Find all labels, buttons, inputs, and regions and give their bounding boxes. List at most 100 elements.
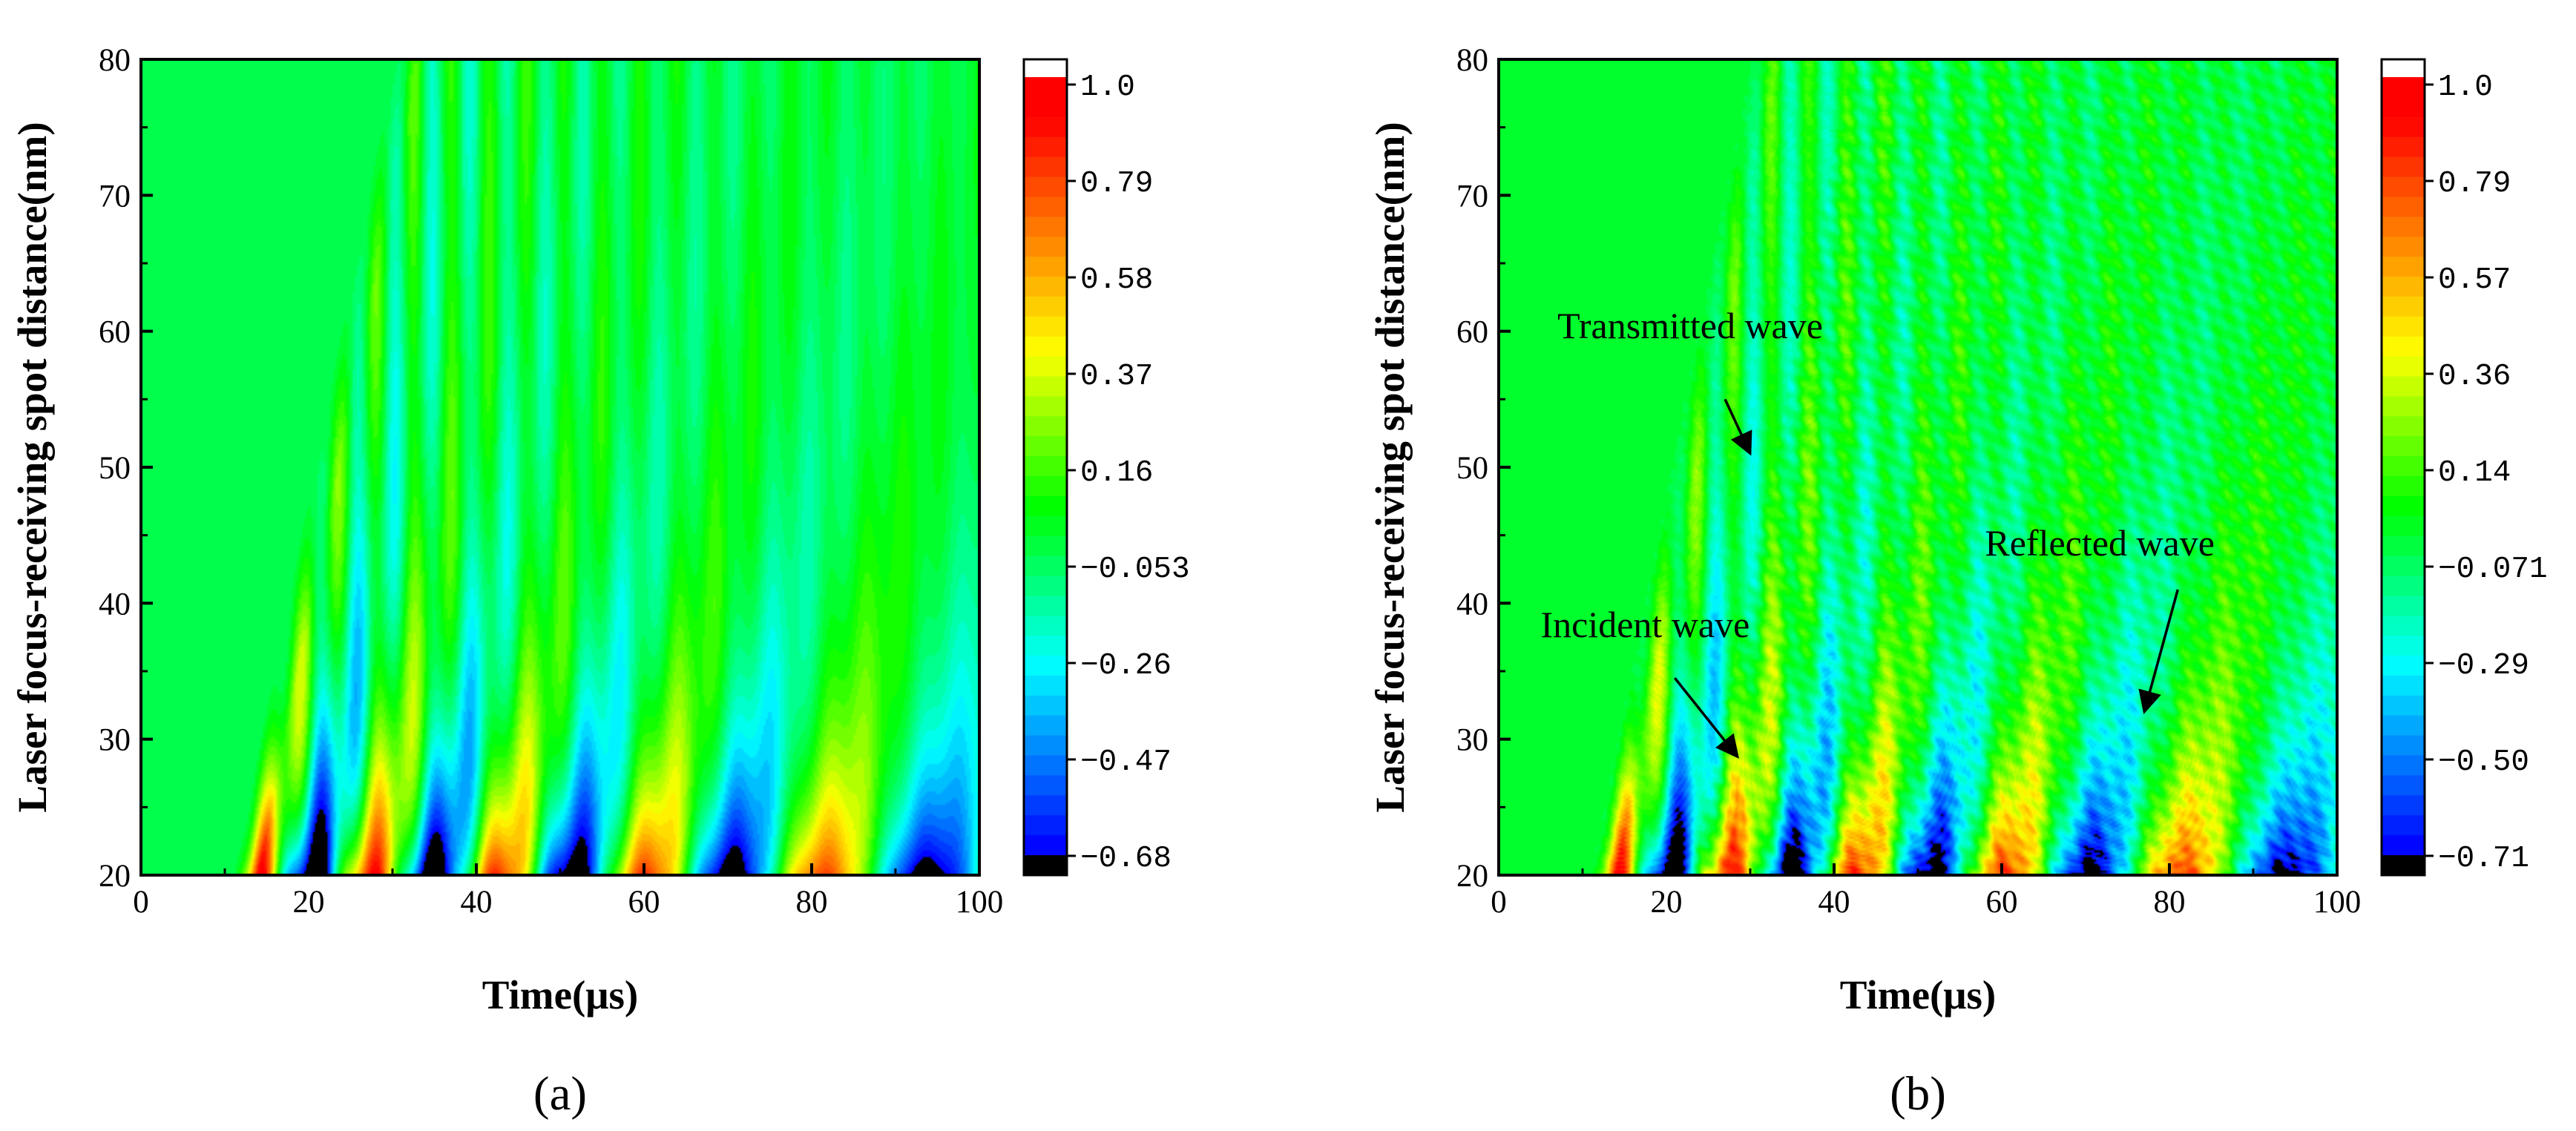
colorbar-tick-label: 0.14 (2438, 456, 2511, 490)
colorbar-band (2382, 715, 2425, 736)
x-tick-label: 100 (956, 885, 1004, 920)
colorbar-band (2382, 515, 2425, 537)
colorbar-frame (1022, 58, 1068, 877)
x-axis-title-a: Time(μs) (482, 972, 638, 1018)
colorbar-band (1024, 735, 1067, 756)
colorbar-band (2382, 96, 2425, 118)
colorbar-tick-label: 0.58 (1080, 263, 1153, 297)
colorbar-band (2382, 815, 2425, 836)
annotation-label: Transmitted wave (1557, 305, 1823, 346)
colorbar-tick-label: −0.71 (2438, 842, 2529, 876)
colorbar-band (1024, 436, 1067, 457)
colorbar-tick-label: −0.29 (2438, 649, 2529, 683)
colorbar-band (1024, 396, 1067, 418)
colorbar-band (1024, 237, 1067, 257)
x-tick-label: 0 (133, 885, 149, 920)
colorbar-band (2382, 855, 2425, 876)
colorbar-a: 1.0 0.79 0.58 0.37 0.16 −0.053 −0.26 −0.47 −0.68 (1022, 58, 1190, 877)
colorbar-tick-label: −0.68 (1080, 842, 1172, 876)
colorbar-tick-label: 0.57 (2438, 263, 2511, 297)
heatmap-image-b (1499, 59, 2337, 875)
colorbar-band (2382, 257, 2425, 277)
x-tick-label: 60 (628, 885, 660, 920)
colorbar-b: 1.0 0.79 0.57 0.36 0.14 −0.071 −0.29 −0.50 −0.71 (2380, 58, 2548, 877)
colorbar-band (2382, 495, 2425, 517)
panel-label-b: (b) (1890, 1067, 1946, 1121)
colorbar-tick-label: 1.0 (2438, 70, 2493, 105)
colorbar-band (1024, 676, 1067, 696)
colorbar-band (1024, 855, 1067, 876)
colorbar-band (1024, 616, 1067, 636)
colorbar-band (1024, 555, 1067, 577)
colorbar-tick-label: 0.36 (2438, 360, 2511, 394)
colorbar-band (2382, 396, 2425, 418)
x-tick-label: 20 (1651, 885, 1683, 920)
colorbar-tick-label: −0.50 (2438, 745, 2529, 779)
colorbar-band (2382, 535, 2425, 557)
colorbar-band (2382, 217, 2425, 237)
y-tick-label: 60 (1456, 315, 1488, 350)
colorbar-band (2382, 416, 2425, 437)
x-tick-label: 40 (461, 885, 493, 920)
colorbar-band (1024, 755, 1067, 776)
colorbar-band (2382, 755, 2425, 776)
y-tick-label: 70 (99, 179, 131, 214)
colorbar-band (2382, 237, 2425, 257)
x-tick-label: 60 (1986, 885, 2018, 920)
colorbar-overflow-band (1024, 59, 1067, 77)
colorbar-band (2382, 555, 2425, 577)
colorbar-band (2382, 156, 2425, 178)
colorbar-band (1024, 795, 1067, 817)
colorbar-band (1024, 495, 1067, 517)
y-tick-label: 50 (1456, 451, 1488, 486)
colorbar-tick-label: −0.47 (1080, 745, 1172, 779)
colorbar-tick-label: 0.16 (1080, 456, 1153, 490)
colorbar-band (1024, 636, 1067, 656)
colorbar-band (1024, 336, 1067, 357)
y-tick-label: 70 (1456, 179, 1488, 214)
colorbar-band (2382, 775, 2425, 797)
colorbar-band (2382, 376, 2425, 398)
colorbar-band (1024, 116, 1067, 138)
colorbar-band (1024, 316, 1067, 337)
colorbar-band (2382, 336, 2425, 357)
panel-label-a: (a) (533, 1067, 587, 1121)
x-tick-label: 80 (796, 885, 828, 920)
y-axis-title-b: Laser focus-receiving spot distance(nm) (1367, 122, 1413, 812)
colorbar-band (1024, 515, 1067, 537)
colorbar-band (1024, 456, 1067, 477)
colorbar-band (2382, 177, 2425, 198)
y-tick-label: 50 (99, 451, 131, 486)
colorbar-band (1024, 356, 1067, 377)
colorbar-band (2382, 277, 2425, 297)
y-tick-label: 60 (99, 315, 131, 350)
annotation-arrow (1673, 677, 1740, 759)
colorbar-band (1024, 376, 1067, 398)
colorbar-band (1024, 535, 1067, 557)
colorbar-band (2382, 835, 2425, 856)
y-tick-label: 80 (1456, 43, 1488, 78)
colorbar-band (2382, 436, 2425, 457)
colorbar-band (1024, 217, 1067, 237)
colorbar-band (2382, 197, 2425, 218)
colorbar-tick-label: −0.071 (2438, 553, 2548, 587)
y-tick-label: 30 (1456, 723, 1488, 758)
colorbar-band (2382, 735, 2425, 756)
x-tick-label: 0 (1491, 885, 1507, 920)
colorbar-band (2382, 795, 2425, 817)
annotation-arrow (1724, 398, 1752, 456)
annotations-b: Transmitted wave Incident wave Reflected w… (1541, 305, 2215, 759)
y-axis-title-a: Laser focus-receiving spot distance(nm) (10, 122, 55, 812)
colorbar-band (1024, 775, 1067, 797)
colorbar-tick-label: 1.0 (1080, 70, 1135, 105)
colorbar-band (1024, 835, 1067, 856)
y-axis-a: 20 30 40 50 60 70 80 (99, 43, 153, 894)
colorbar-band (2382, 456, 2425, 477)
colorbar-band (2382, 136, 2425, 158)
colorbar-overflow-band (2382, 59, 2425, 77)
y-tick-label: 20 (1456, 859, 1488, 894)
x-axis-a: 0 20 40 60 80 100 (133, 863, 1003, 920)
annotation-label: Reflected wave (1985, 522, 2215, 564)
